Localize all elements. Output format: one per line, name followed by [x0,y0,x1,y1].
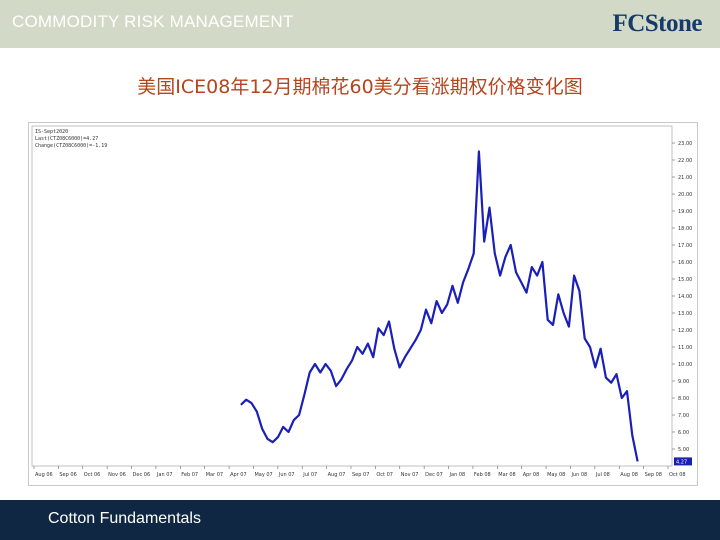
y-tick-label: 17.00 [678,243,692,249]
y-tick-label: 20.00 [678,192,692,198]
legend-line: Last(CTZ08C6000)=4.27 [35,136,98,142]
x-tick-label: May 08 [547,472,565,478]
plot-area [31,125,673,467]
header-bar: COMMODITY RISK MANAGEMENT FCStone [0,0,720,48]
x-tick-label: Aug 08 [620,472,638,478]
y-tick-label: 12.00 [678,328,692,334]
y-tick-label: 21.00 [678,175,692,181]
y-tick-label: 8.00 [678,396,689,402]
x-tick-label: Sep 06 [59,472,76,478]
x-tick-label: Jan 08 [449,472,466,478]
x-tick-label: Oct 06 [84,472,101,478]
y-tick-label: 9.00 [678,379,689,385]
x-tick-label: Dec 07 [425,472,443,478]
x-tick-label: Feb 08 [474,472,491,478]
footer-label: Cotton Fundamentals [48,510,201,527]
x-tick-label: Jun 08 [570,472,587,478]
footer-bar: Cotton Fundamentals [0,500,720,540]
y-axis: 23.00 22.00 21.00 20.00 19.00 18.00 17.00 16.00… [672,141,692,453]
x-tick-label: Mar 08 [498,472,515,478]
x-tick-label: Nov 07 [401,472,419,478]
x-tick-label: Jul 07 [302,472,317,478]
legend-line: IS-Sept2020 [35,129,68,135]
x-tick-label: Aug 07 [328,472,346,478]
x-tick-label: Oct 07 [376,472,393,478]
last-value-box [674,457,692,466]
y-tick-label: 5.00 [678,447,689,453]
last-value-label: 4.27 [676,459,687,465]
slide-title: 美国ICE08年12月期棉花60美分看涨期权价格变化图 [137,76,583,98]
x-tick-label: Apr 07 [230,472,247,478]
x-tick-label: Sep 07 [352,472,369,478]
x-tick-label: Sep 08 [645,472,662,478]
y-tick-label: 22.00 [678,158,692,164]
x-tick-label: Apr 08 [523,472,540,478]
y-tick-label: 11.00 [678,345,692,351]
option-price-chart: IS-Sept2020 Last(CTZ08C6000)=4.27 Change(C… [28,122,698,486]
chart-legend: IS-Sept2020Last(CTZ08C6000)=4.27Change(C… [35,129,107,149]
y-tick-label: 10.00 [678,362,692,368]
x-tick-label: Nov 06 [108,472,126,478]
y-tick-label: 13.00 [678,311,692,317]
y-tick-label: 16.00 [678,260,692,266]
legend-line: Change(CTZ08C6000)=-1.19 [35,143,107,149]
x-tick-label: Oct 08 [669,472,686,478]
series-line [240,150,639,462]
x-tick-label: Jun 07 [278,472,295,478]
y-tick-label: 15.00 [678,277,692,283]
y-tick-label: 14.00 [678,294,692,300]
y-tick-label: 6.00 [678,430,689,436]
y-tick-label: 18.00 [678,226,692,232]
last-value-marker: 4.27 [674,457,692,466]
y-tick-label: 19.00 [678,209,692,215]
x-tick-label: Aug 06 [35,472,53,478]
chart-svg: IS-Sept2020Last(CTZ08C6000)=4.27Change(C… [28,122,698,486]
y-tick-label: 23.00 [678,141,692,147]
x-tick-label: Feb 07 [181,472,198,478]
y-tick-label: 7.00 [678,413,689,419]
x-axis: Aug 06 Sep 06 Oct 06 Nov 06 Dec 06 Jan 07 Feb … [33,466,686,478]
x-tick-label: Jan 07 [156,472,173,478]
section-title: COMMODITY RISK MANAGEMENT [12,12,294,31]
x-tick-label: Dec 06 [133,472,151,478]
x-tick-label: Mar 07 [206,472,223,478]
x-tick-label: Jul 08 [595,472,610,478]
x-tick-label: May 07 [254,472,272,478]
fcstone-logo: FCStone [612,10,702,37]
